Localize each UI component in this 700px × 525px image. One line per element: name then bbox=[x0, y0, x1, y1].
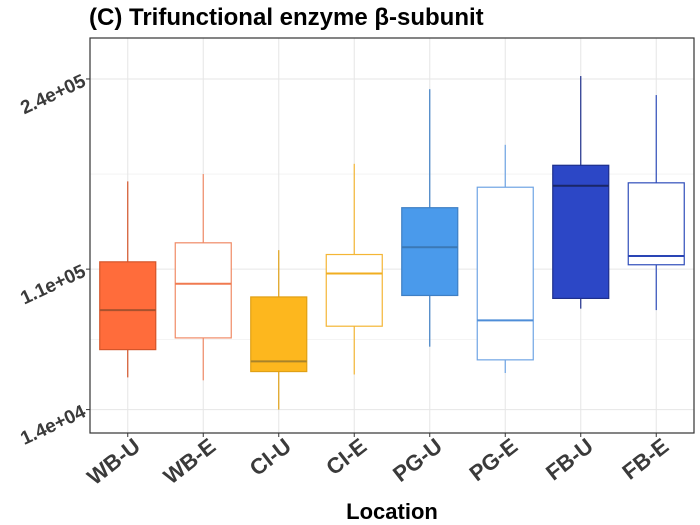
box-iqr bbox=[476, 186, 534, 361]
x-tick-label: WB-U bbox=[82, 433, 145, 490]
chart-title: (C) Trifunctional enzyme β-subunit bbox=[89, 4, 484, 31]
box-wb-u bbox=[99, 181, 157, 378]
box-iqr bbox=[552, 164, 610, 300]
y-tick-label: 1.4e+04 bbox=[17, 401, 89, 449]
x-tick-label: FB-E bbox=[617, 433, 673, 484]
x-axis-title: Location bbox=[346, 499, 438, 524]
x-tick-label: CI-U bbox=[245, 433, 296, 481]
x-tick-label: FB-U bbox=[541, 433, 598, 485]
box-iqr bbox=[401, 207, 459, 297]
x-axis: WB-U WB-E CI-U CI-E PG-U PG-E FB-U FB-E bbox=[82, 433, 673, 490]
y-tick-label: 1.1e+05 bbox=[17, 261, 89, 309]
box-wb-e bbox=[174, 174, 232, 381]
box-fb-e bbox=[627, 95, 685, 311]
y-axis: 1.4e+04 1.1e+05 2.4e+05 bbox=[17, 71, 90, 450]
x-tick-label: CI-E bbox=[321, 433, 371, 480]
box-iqr bbox=[99, 261, 157, 351]
box-ci-u bbox=[250, 250, 308, 410]
box-ci-e bbox=[325, 163, 383, 375]
box-pg-e bbox=[476, 144, 534, 374]
x-tick-label: WB-E bbox=[159, 433, 221, 489]
box-pg-u bbox=[401, 89, 459, 347]
box-layer bbox=[99, 76, 685, 410]
y-tick-label: 2.4e+05 bbox=[17, 71, 89, 119]
box-iqr bbox=[174, 242, 232, 339]
box-iqr bbox=[325, 253, 383, 327]
x-tick-label: PG-U bbox=[388, 433, 447, 487]
box-iqr bbox=[250, 296, 308, 373]
plot-frame bbox=[89, 37, 695, 434]
box-iqr bbox=[627, 182, 685, 266]
box-fb-u bbox=[552, 76, 610, 309]
x-tick-label: PG-E bbox=[465, 433, 523, 486]
